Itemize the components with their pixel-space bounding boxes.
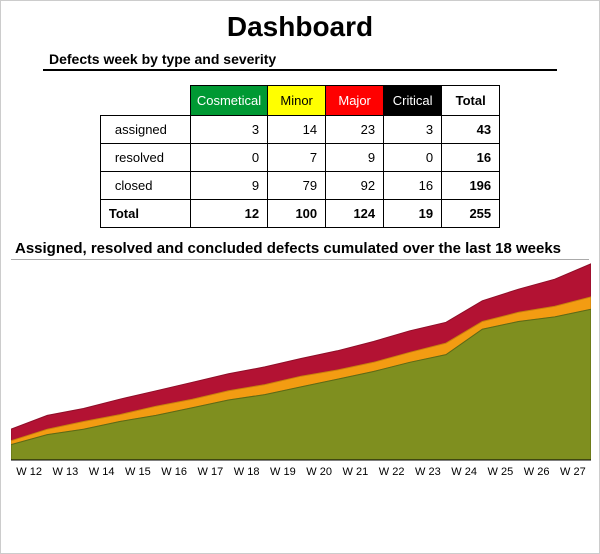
x-tick-label: W 25 xyxy=(482,466,518,478)
table-heading: Defects week by type and severity xyxy=(49,51,599,67)
page-title: Dashboard xyxy=(1,11,599,43)
defects-corner-cell xyxy=(100,86,190,116)
area-chart: W 12W 13W 14W 15W 16W 17W 18W 19W 20W 21… xyxy=(11,260,591,480)
cell: 79 xyxy=(268,172,326,200)
x-tick-label: W 24 xyxy=(446,466,482,478)
total-cell: 19 xyxy=(384,200,442,228)
x-tick-label: W 19 xyxy=(265,466,301,478)
col-header-total: Total xyxy=(442,86,500,116)
row-total: 43 xyxy=(442,116,500,144)
table-row: resolved079016 xyxy=(100,144,499,172)
x-tick-label: W 15 xyxy=(120,466,156,478)
row-label: assigned xyxy=(100,116,190,144)
row-label: resolved xyxy=(100,144,190,172)
defects-table: CosmeticalMinorMajorCriticalTotal assign… xyxy=(100,85,500,228)
cell: 23 xyxy=(326,116,384,144)
table-total-row: Total1210012419255 xyxy=(100,200,499,228)
x-tick-label: W 16 xyxy=(156,466,192,478)
cell: 3 xyxy=(190,116,267,144)
cell: 92 xyxy=(326,172,384,200)
x-tick-label: W 12 xyxy=(11,466,47,478)
x-tick-label: W 22 xyxy=(374,466,410,478)
cell: 3 xyxy=(384,116,442,144)
dashboard-page: Dashboard Defects week by type and sever… xyxy=(0,0,600,554)
total-cell: 100 xyxy=(268,200,326,228)
x-tick-label: W 20 xyxy=(301,466,337,478)
cell: 9 xyxy=(190,172,267,200)
cell: 9 xyxy=(326,144,384,172)
col-header-major: Major xyxy=(326,86,384,116)
x-tick-label: W 23 xyxy=(410,466,446,478)
x-tick-label: W 27 xyxy=(555,466,591,478)
defects-tbody: assigned31423343resolved079016closed9799… xyxy=(100,116,499,228)
x-tick-label: W 21 xyxy=(337,466,373,478)
cell: 16 xyxy=(384,172,442,200)
defects-header-row: CosmeticalMinorMajorCriticalTotal xyxy=(100,86,499,116)
cell: 14 xyxy=(268,116,326,144)
area-chart-svg xyxy=(11,260,591,480)
x-tick-label: W 18 xyxy=(229,466,265,478)
table-row: assigned31423343 xyxy=(100,116,499,144)
cell: 0 xyxy=(190,144,267,172)
cell: 7 xyxy=(268,144,326,172)
total-cell: 124 xyxy=(326,200,384,228)
x-tick-label: W 26 xyxy=(519,466,555,478)
grand-total: 255 xyxy=(442,200,500,228)
area-chart-xlabels: W 12W 13W 14W 15W 16W 17W 18W 19W 20W 21… xyxy=(11,466,591,478)
col-header-cosmetical: Cosmetical xyxy=(190,86,267,116)
chart-heading: Assigned, resolved and concluded defects… xyxy=(15,240,599,257)
row-total: 196 xyxy=(442,172,500,200)
row-total: 16 xyxy=(442,144,500,172)
total-row-label: Total xyxy=(100,200,190,228)
table-row: closed9799216196 xyxy=(100,172,499,200)
x-tick-label: W 17 xyxy=(192,466,228,478)
x-tick-label: W 13 xyxy=(47,466,83,478)
col-header-minor: Minor xyxy=(268,86,326,116)
total-cell: 12 xyxy=(190,200,267,228)
row-label: closed xyxy=(100,172,190,200)
cell: 0 xyxy=(384,144,442,172)
table-rule xyxy=(43,69,557,71)
col-header-critical: Critical xyxy=(384,86,442,116)
x-tick-label: W 14 xyxy=(84,466,120,478)
